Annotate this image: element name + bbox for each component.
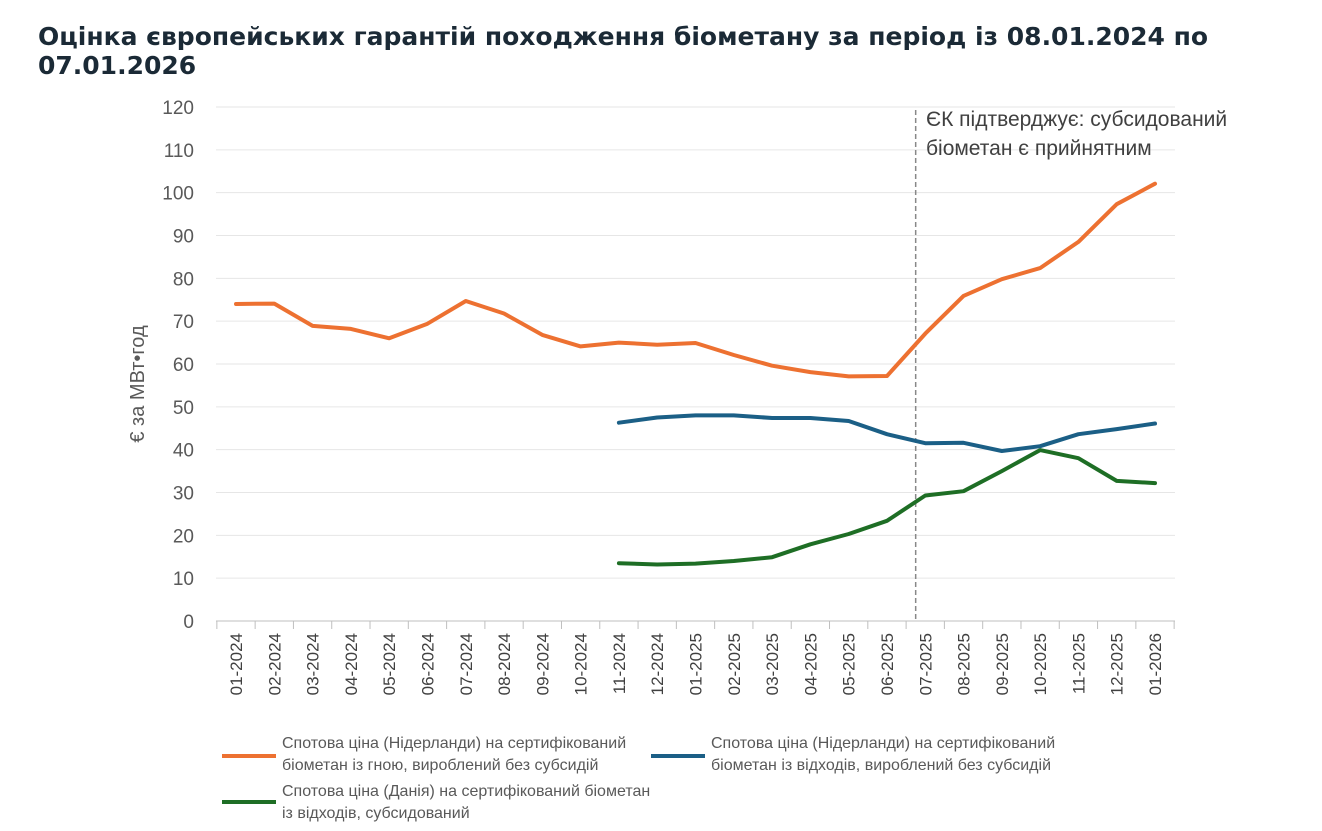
y-tick-label: 60 <box>173 355 194 376</box>
x-tick-label: 03-2025 <box>763 633 782 695</box>
series-line-3 <box>616 448 1157 567</box>
y-tick-label: 120 <box>162 98 194 119</box>
legend-text: біометан із відходів, вироблений без суб… <box>711 757 1051 774</box>
x-tick-label: 05-2025 <box>840 633 859 695</box>
y-tick-label: 100 <box>162 184 194 205</box>
y-tick-label: 0 <box>183 612 194 633</box>
x-tick-label: 02-2025 <box>725 633 744 695</box>
x-tick-label: 08-2024 <box>495 633 514 695</box>
legend-swatch-blue <box>651 754 705 758</box>
x-tick-label: 01-2024 <box>227 633 246 695</box>
series-line-1 <box>234 181 1157 379</box>
legend-text: Спотова ціна (Нідерланди) на сертифікова… <box>282 735 627 752</box>
x-tick-label: 05-2024 <box>380 633 399 695</box>
x-tick-label: 07-2024 <box>457 633 476 695</box>
y-tick-label: 40 <box>173 441 194 462</box>
y-tick-label: 20 <box>173 526 194 547</box>
legend-text: біометан із гною, вироблений без субсиді… <box>282 757 599 774</box>
x-tick-label: 11-2025 <box>1069 633 1088 694</box>
y-axis-label: € за МВт•год <box>127 325 149 443</box>
y-tick-label: 110 <box>164 141 194 162</box>
legend-text: Спотова ціна (Данія) на сертифікований б… <box>282 783 651 800</box>
x-tick-label: 01-2025 <box>687 633 706 695</box>
x-tick-label: 12-2025 <box>1108 633 1127 695</box>
y-tick-label: 10 <box>173 569 194 590</box>
y-tick-label: 50 <box>173 398 194 419</box>
y-tick-label: 80 <box>173 269 194 290</box>
legend-text: із відходів, субсидований <box>282 805 470 822</box>
annotation: ЄК підтверджує: субсидований біометан є … <box>926 105 1227 163</box>
chart-title: Оцінка європейських гарантій походження … <box>38 22 1209 80</box>
legend-item-1: Спотова ціна (Нідерланди) на сертифікова… <box>282 733 626 777</box>
x-tick-label: 02-2024 <box>265 633 284 695</box>
legend-swatch-green <box>222 800 276 804</box>
y-tick-label: 30 <box>173 484 194 505</box>
annotation-line2: біометан є прийнятним <box>926 137 1152 160</box>
x-tick-label: 10-2025 <box>1031 633 1050 695</box>
legend-item-3: Спотова ціна (Данія) на сертифікований б… <box>282 781 650 825</box>
x-tick-label: 04-2025 <box>801 633 820 695</box>
legend-swatch-orange <box>222 754 276 758</box>
x-tick-label: 10-2024 <box>572 633 591 695</box>
x-tick-label: 12-2024 <box>648 633 667 695</box>
annotation-line1: ЄК підтверджує: субсидований <box>926 108 1228 131</box>
legend-item-2: Спотова ціна (Нідерланди) на сертифікова… <box>711 733 1055 777</box>
x-tick-label: 08-2025 <box>955 633 974 695</box>
x-tick-label: 09-2024 <box>533 633 552 695</box>
x-tick-label: 11-2024 <box>610 633 629 694</box>
y-tick-label: 70 <box>173 312 194 333</box>
x-tick-label: 09-2025 <box>993 633 1012 695</box>
x-tick-label: 01-2026 <box>1146 633 1165 695</box>
series-line-2 <box>616 413 1157 453</box>
y-tick-label: 90 <box>173 227 194 248</box>
x-tick-label: 06-2025 <box>878 633 897 695</box>
legend-text: Спотова ціна (Нідерланди) на сертифікова… <box>711 735 1056 752</box>
x-tick-label: 04-2024 <box>342 633 361 695</box>
x-tick-label: 06-2024 <box>418 633 437 695</box>
x-tick-label: 07-2025 <box>916 633 935 695</box>
x-tick-label: 03-2024 <box>304 633 323 695</box>
